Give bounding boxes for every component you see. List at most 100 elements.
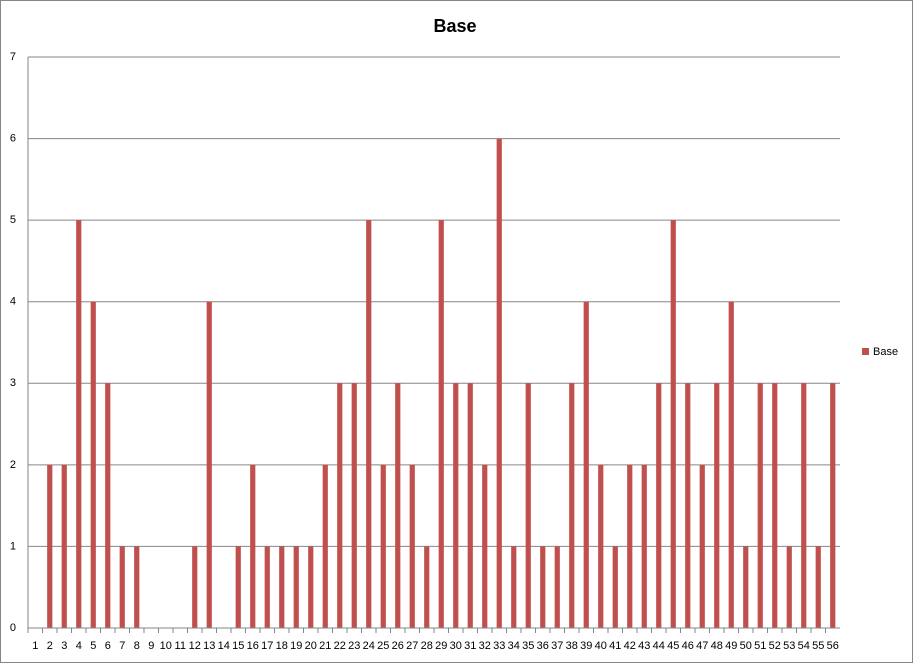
x-tick-label: 52 [769,640,781,652]
bar [685,383,691,628]
x-tick-label: 14 [218,640,230,652]
x-tick-label: 32 [479,640,491,652]
x-tick-label: 13 [203,640,215,652]
x-tick-label: 24 [363,640,375,652]
bar [322,464,328,628]
bar [90,301,96,628]
bar [366,220,372,628]
bar [670,220,676,628]
x-tick-label: 10 [160,640,172,652]
y-tick-label: 3 [10,377,16,389]
bar [308,546,314,628]
bar [583,301,589,628]
bar [47,464,53,628]
x-tick-label: 3 [61,640,67,652]
bar [627,464,633,628]
x-tick-label: 27 [406,640,418,652]
bar [293,546,299,628]
x-tick-label: 47 [696,640,708,652]
x-tick-label: 20 [305,640,317,652]
x-tick-label: 31 [464,640,476,652]
bar [728,301,734,628]
x-tick-label: 1 [32,640,38,652]
x-tick-label: 7 [119,640,125,652]
x-tick-label: 38 [566,640,578,652]
bar [772,383,778,628]
bar [714,383,720,628]
x-tick-label: 25 [377,640,389,652]
x-tick-label: 36 [537,640,549,652]
bar [61,464,67,628]
bar [612,546,618,628]
x-tick-label: 55 [812,640,824,652]
x-tick-label: 39 [580,640,592,652]
y-tick-label: 7 [10,51,16,63]
x-tick-label: 15 [232,640,244,652]
x-tick-label: 33 [493,640,505,652]
bar [206,301,212,628]
y-tick-label: 4 [10,296,16,308]
x-tick-label: 43 [638,640,650,652]
bar [105,383,111,628]
bar [757,383,763,628]
chart-title: Base [433,16,476,36]
x-tick-label: 22 [334,640,346,652]
x-tick-label: 5 [90,640,96,652]
bar [525,383,531,628]
y-tick-label: 6 [10,132,16,144]
bar [409,464,415,628]
bar [424,546,430,628]
y-tick-label: 5 [10,214,16,226]
x-tick-label: 18 [276,640,288,652]
x-tick-label: 41 [609,640,621,652]
x-tick-label: 8 [134,640,140,652]
bar [235,546,241,628]
x-tick-label: 17 [261,640,273,652]
x-tick-label: 53 [783,640,795,652]
x-tick-label: 37 [551,640,563,652]
bar [511,546,517,628]
bar [569,383,575,628]
bar [815,546,821,628]
x-tick-label: 28 [421,640,433,652]
bar [482,464,488,628]
x-tick-label: 19 [290,640,302,652]
bar [453,383,459,628]
x-tick-label: 51 [754,640,766,652]
legend-label: Base [873,346,898,358]
x-tick-label: 48 [711,640,723,652]
bar [830,383,836,628]
x-tick-label: 46 [682,640,694,652]
x-tick-label: 2 [47,640,53,652]
x-tick-label: 16 [247,640,259,652]
bar [351,383,357,628]
bar [786,546,792,628]
x-tick-label: 34 [508,640,520,652]
x-tick-label: 4 [76,640,82,652]
y-tick-label: 1 [10,540,16,552]
x-tick-label: 21 [319,640,331,652]
x-tick-label: 12 [189,640,201,652]
x-tick-label: 49 [725,640,737,652]
x-tick-label: 6 [105,640,111,652]
bar [467,383,473,628]
bar [699,464,705,628]
bar [380,464,386,628]
x-tick-label: 35 [522,640,534,652]
bar [250,464,256,628]
x-tick-label: 9 [148,640,154,652]
bar [279,546,285,628]
bar [337,383,343,628]
x-tick-label: 56 [827,640,839,652]
x-tick-label: 23 [348,640,360,652]
x-tick-label: 44 [653,640,665,652]
bar [743,546,749,628]
bar [496,138,502,629]
x-tick-label: 50 [740,640,752,652]
x-tick-label: 42 [624,640,636,652]
bar [540,546,546,628]
x-tick-label: 29 [435,640,447,652]
bar [438,220,444,628]
y-tick-label: 0 [10,622,16,634]
